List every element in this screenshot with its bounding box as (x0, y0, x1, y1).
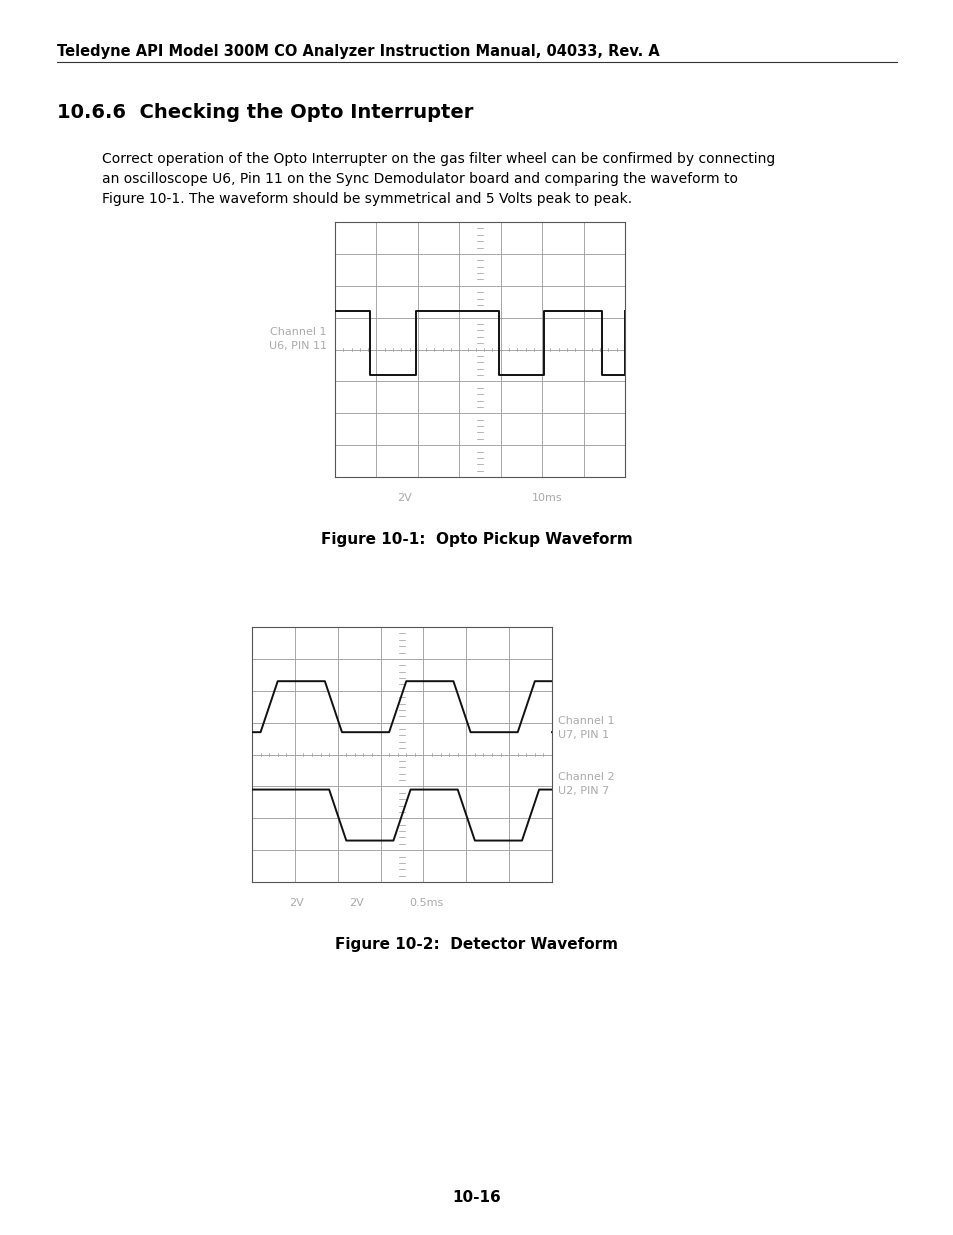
Text: Correct operation of the Opto Interrupter on the gas filter wheel can be confirm: Correct operation of the Opto Interrupte… (102, 152, 775, 206)
Text: Figure 10-2:  Detector Waveform: Figure 10-2: Detector Waveform (335, 937, 618, 952)
Text: Channel 2: Channel 2 (558, 772, 614, 782)
Text: Figure 10-1:  Opto Pickup Waveform: Figure 10-1: Opto Pickup Waveform (321, 532, 632, 547)
Text: 10-16: 10-16 (452, 1189, 501, 1204)
Text: 2V: 2V (396, 493, 412, 503)
Text: 2V: 2V (290, 898, 304, 908)
Text: U7, PIN 1: U7, PIN 1 (558, 730, 608, 740)
Text: 10.6.6  Checking the Opto Interrupter: 10.6.6 Checking the Opto Interrupter (57, 103, 473, 122)
Text: Channel 1: Channel 1 (558, 716, 614, 726)
Text: U6, PIN 11: U6, PIN 11 (269, 341, 327, 351)
Text: 2V: 2V (349, 898, 364, 908)
Text: 0.5ms: 0.5ms (409, 898, 442, 908)
Text: 10ms: 10ms (531, 493, 561, 503)
Text: U2, PIN 7: U2, PIN 7 (558, 787, 609, 797)
Text: Teledyne API Model 300M CO Analyzer Instruction Manual, 04033, Rev. A: Teledyne API Model 300M CO Analyzer Inst… (57, 44, 659, 59)
Text: Channel 1: Channel 1 (271, 327, 327, 337)
